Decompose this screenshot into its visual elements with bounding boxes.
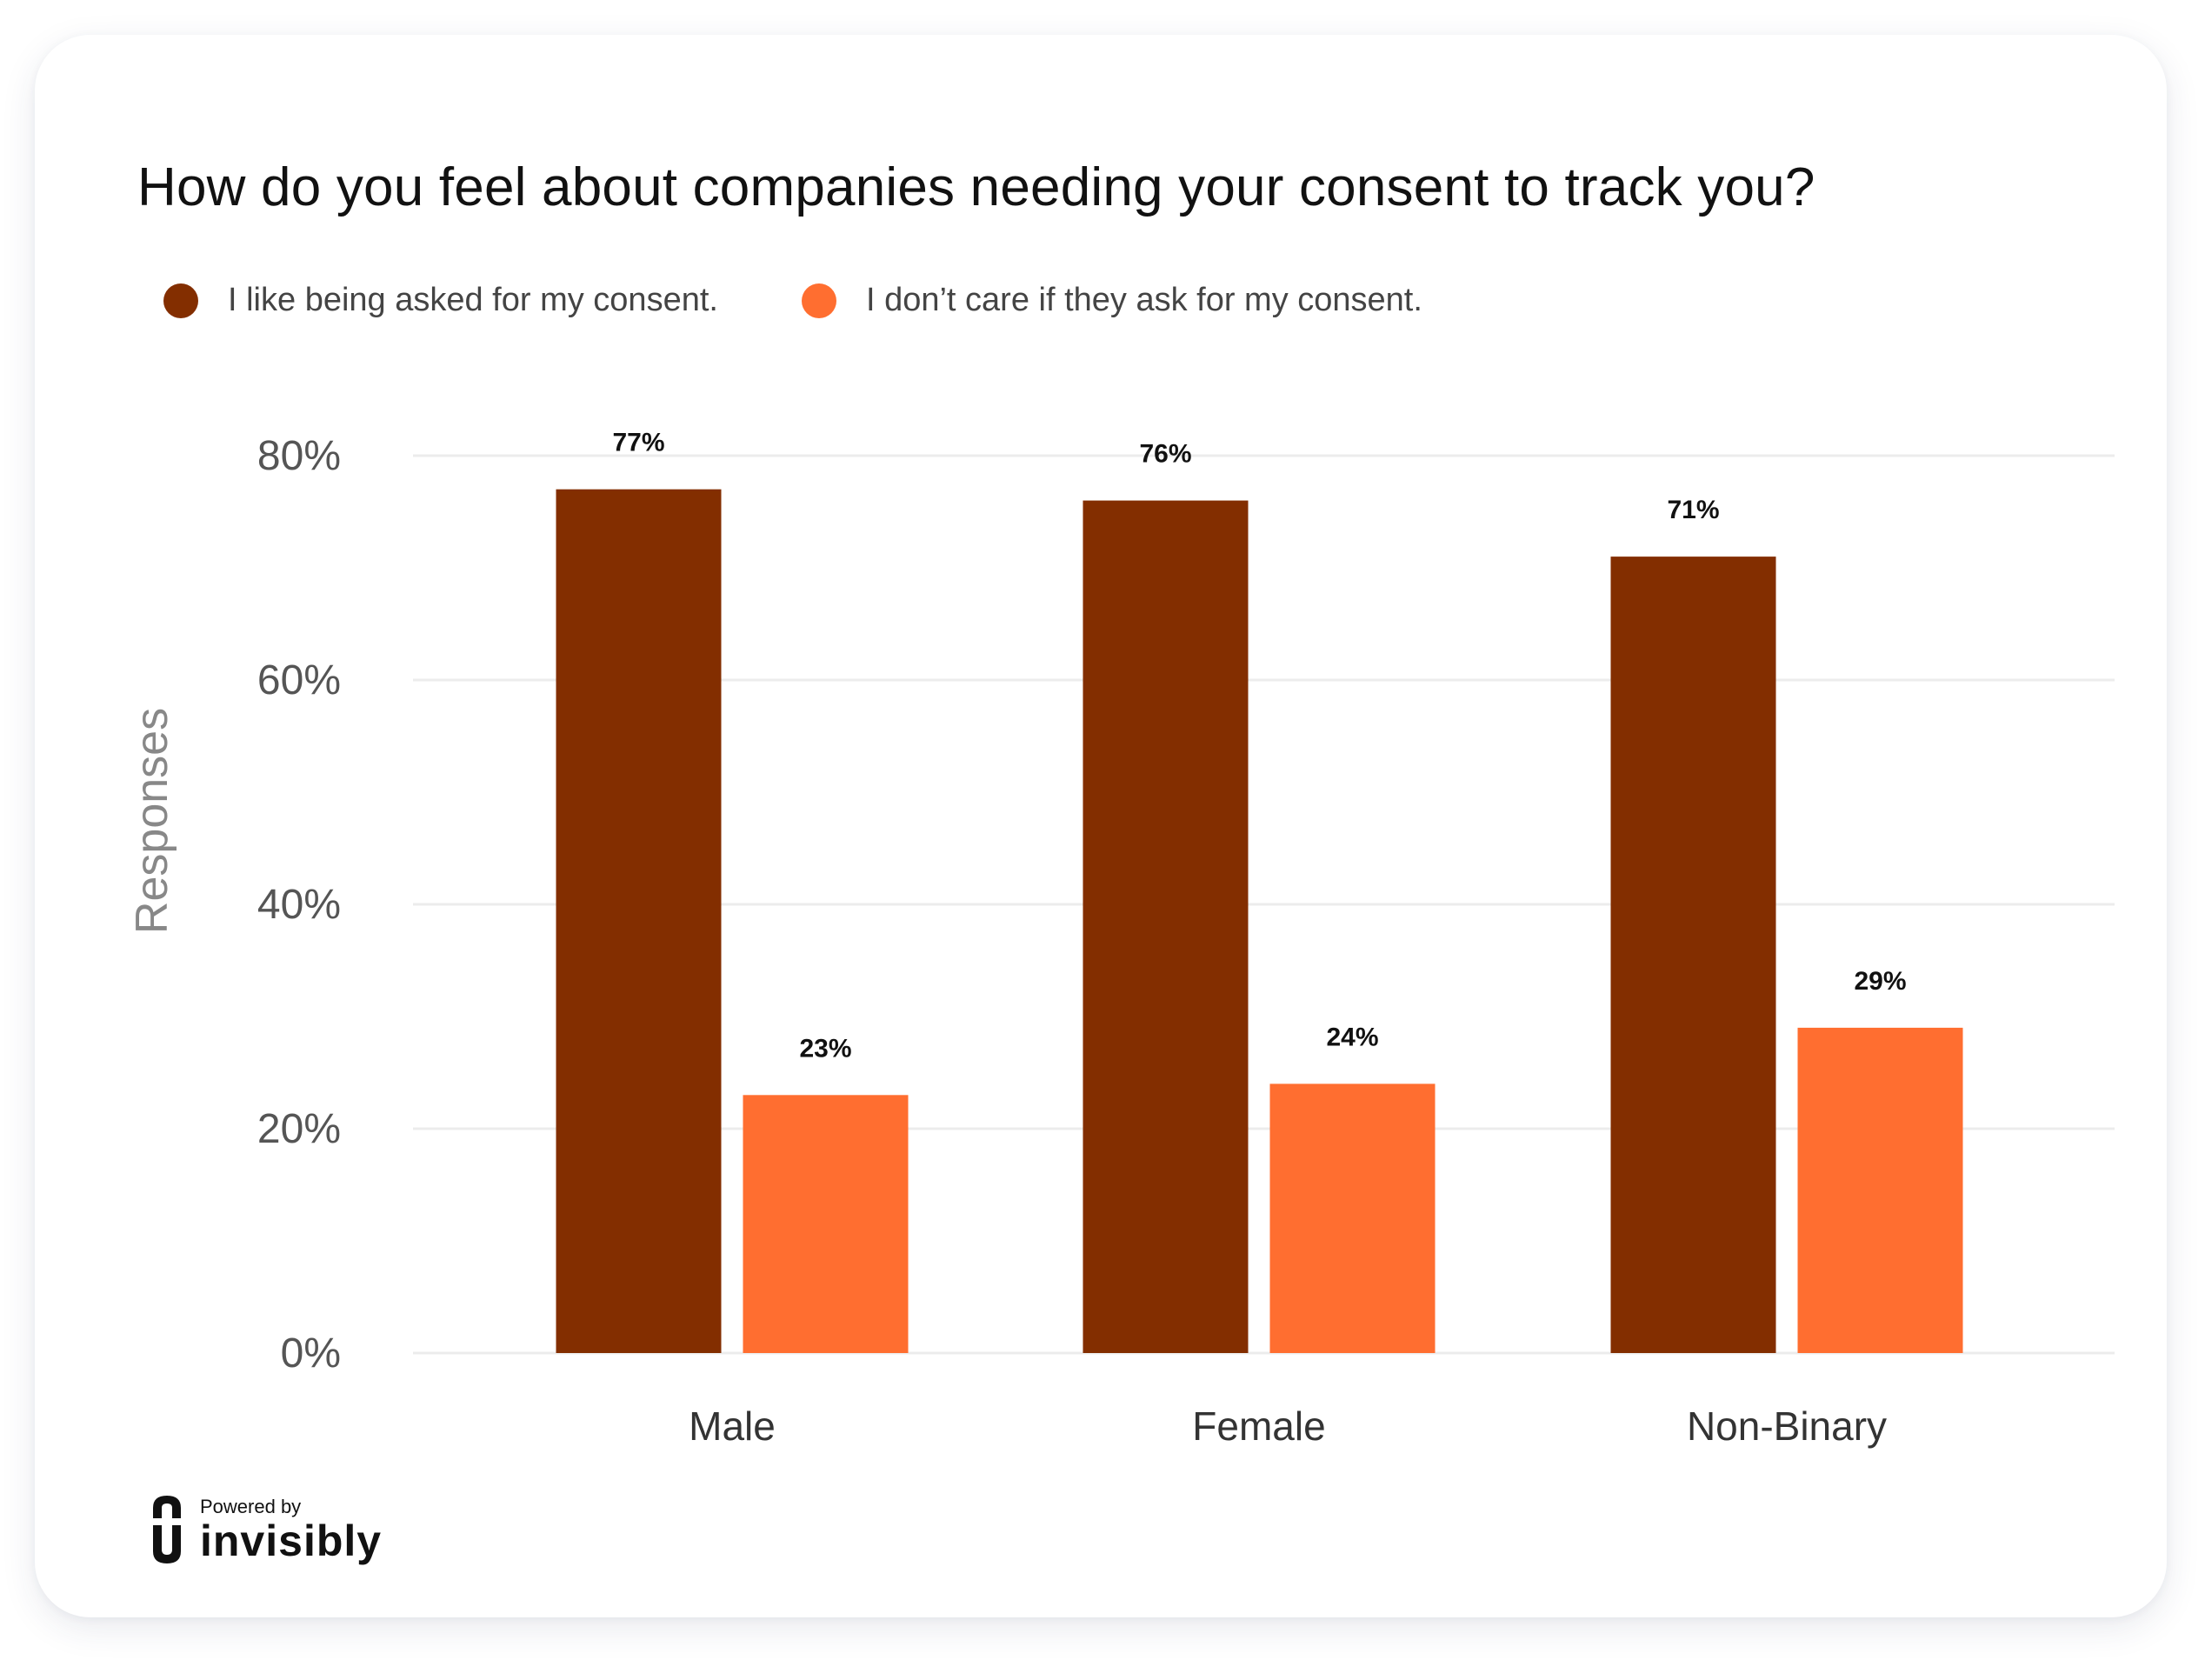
data-label-non-binary-series-2: 29% [1854, 967, 1906, 996]
y-tick-label-2: 40% [257, 882, 341, 928]
x-tick-label-1: Female [1192, 1403, 1325, 1449]
legend-swatch-series-1 [163, 283, 198, 318]
data-label-female-series-1: 76% [1139, 440, 1191, 469]
bar-female-series-1 [1083, 500, 1249, 1353]
bar-non-binary-series-2 [1797, 1027, 1963, 1353]
y-axis-label: Responses [127, 708, 177, 934]
legend: I like being asked for my consent. I don… [163, 282, 1506, 319]
legend-item-series-1: I like being asked for my consent. [163, 282, 718, 319]
y-tick-label-0: 0% [281, 1330, 341, 1377]
bar-non-binary-series-1 [1610, 557, 1776, 1353]
y-tick-label-3: 60% [257, 657, 341, 703]
y-tick-label-4: 80% [257, 433, 341, 479]
invisibly-logo: Powered by invisibly [153, 1496, 382, 1563]
y-tick-label-1: 20% [257, 1106, 341, 1152]
legend-swatch-series-2 [801, 283, 836, 318]
powered-by-label: Powered by [200, 1496, 302, 1517]
legend-label-series-2: I don’t care if they ask for my consent. [865, 282, 1422, 318]
legend-label-series-1: I like being asked for my consent. [228, 282, 718, 318]
bar-female-series-2 [1269, 1083, 1436, 1353]
invisibly-logo-icon [153, 1496, 181, 1563]
x-tick-label-0: Male [689, 1403, 776, 1449]
bar-male-series-1 [556, 489, 722, 1353]
bar-male-series-2 [743, 1095, 909, 1353]
chart-title: How do you feel about companies needing … [137, 157, 1815, 217]
legend-item-series-2: I don’t care if they ask for my consent. [801, 282, 1422, 319]
brand-name: invisibly [200, 1517, 383, 1565]
data-label-female-series-2: 24% [1326, 1023, 1378, 1051]
data-label-male-series-1: 77% [612, 429, 664, 457]
x-tick-label-2: Non-Binary [1687, 1403, 1887, 1449]
data-label-male-series-2: 23% [799, 1034, 851, 1063]
data-label-non-binary-series-1: 71% [1667, 496, 1719, 524]
